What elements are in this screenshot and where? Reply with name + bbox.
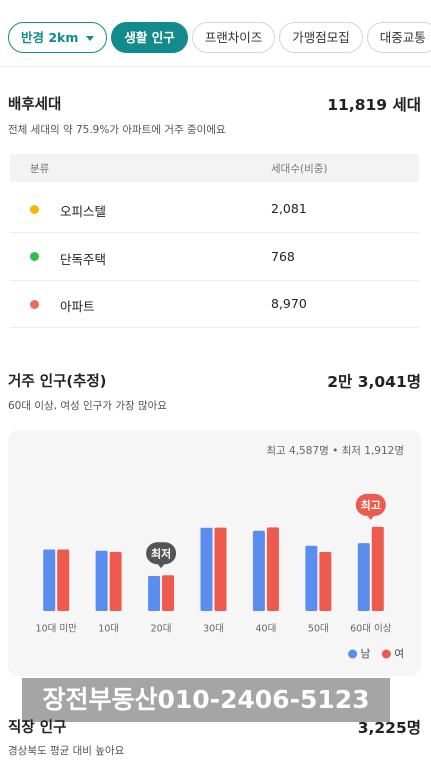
bar [162, 575, 175, 611]
bar [43, 549, 56, 611]
row-separator [10, 232, 419, 233]
legend-label: 여 [394, 648, 404, 660]
row-separator [10, 279, 419, 281]
x-tick-label: 30대 [203, 624, 224, 635]
section-total: 2만 3,041명 [327, 373, 421, 391]
tab[interactable]: 대중교통 [366, 22, 431, 53]
bar [148, 575, 161, 611]
legend-dot [30, 204, 39, 214]
bar [266, 527, 279, 611]
section-subtitle: 전체 세대의 약 75.9%가 아파트에 거주 중이에요 [8, 124, 226, 136]
annotation-text: 최저 [151, 546, 171, 560]
radius-dropdown[interactable]: 반경 2km [8, 22, 108, 53]
table-header [10, 154, 419, 182]
bar [371, 526, 384, 611]
legend-swatch [381, 649, 391, 659]
annotation-pointer [157, 563, 166, 569]
bar [305, 545, 318, 611]
legend-label: 남 [361, 648, 371, 660]
bar [214, 527, 227, 611]
chart: 최고 4,587명 • 최저 1,912명 10대 미만 10대 20대 30대 40대… [8, 430, 421, 676]
tab[interactable]: 가맹점모집 [279, 22, 363, 53]
tab[interactable]: 프랜차이즈 [191, 22, 276, 53]
section-subtitle: 경상북도 평균 대비 높아요 [8, 745, 125, 757]
divider [0, 66, 431, 67]
tab-bar: 반경 2km 생활 인구 프랜차이즈 가맹점모집 대중교통 [8, 22, 431, 53]
section-total: 11,819 세대 [327, 96, 421, 114]
bar [109, 552, 122, 611]
bar [357, 543, 370, 611]
x-tick-label: 60대 이상 [350, 624, 392, 635]
row-label: 오피스텔 [60, 204, 107, 219]
chart-summary: 최고 4,587명 • 최저 1,912명 [266, 445, 404, 457]
annotation-bubble [355, 493, 386, 516]
annotation-text: 최고 [361, 498, 381, 512]
column-header: 분류 [30, 163, 50, 175]
row-value: 8,970 [271, 296, 307, 311]
x-tick-label: 50대 [308, 624, 329, 635]
row-label: 아파트 [60, 299, 95, 314]
tab[interactable]: 생활 인구 [111, 22, 188, 53]
x-tick-label: 40대 [256, 624, 277, 635]
row-value: 768 [271, 248, 295, 264]
watermark: 장전부동산010-2406-5123 [22, 678, 390, 722]
row-label: 단독주택 [60, 251, 107, 267]
x-tick-label: 10대 미만 [36, 624, 78, 635]
section-title: 배후세대 [8, 97, 62, 113]
row-separator [10, 327, 419, 328]
bar [95, 550, 108, 611]
section-title: 직장 인구 [8, 720, 67, 736]
column-header: 세대수(비중) [271, 163, 328, 175]
legend-dot [30, 299, 39, 309]
bar [200, 527, 213, 611]
legend-swatch [348, 649, 358, 659]
bar [57, 549, 70, 611]
section-subtitle: 60대 이상, 여성 인구가 가장 많아요 [8, 400, 167, 412]
bar [252, 530, 265, 611]
annotation-pointer [366, 514, 375, 520]
x-tick-label: 10대 [98, 624, 119, 635]
section-title: 거주 인구(추정) [8, 374, 107, 390]
section-total: 3,225명 [357, 719, 421, 737]
legend-dot [30, 252, 39, 261]
x-tick-label: 20대 [151, 624, 172, 635]
row-value: 2,081 [271, 201, 307, 216]
tab-label: 반경 2km [21, 30, 79, 45]
dropdown-arrow [86, 36, 95, 41]
annotation-bubble [146, 542, 177, 565]
bar [319, 552, 332, 611]
